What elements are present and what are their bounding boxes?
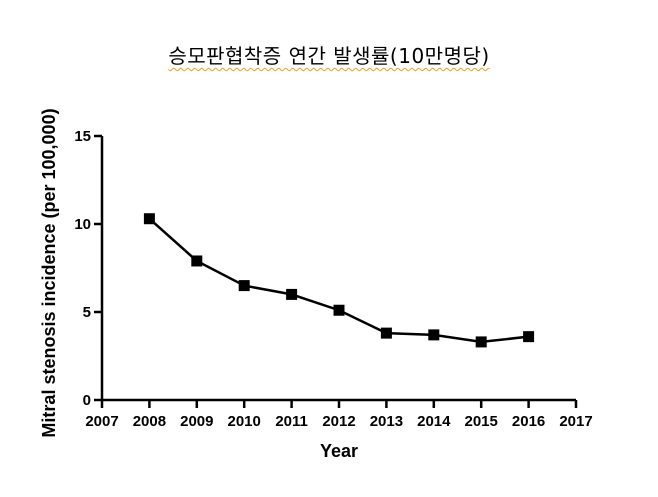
y-tick-label: 10 <box>74 216 91 233</box>
data-point <box>286 288 298 300</box>
data-point <box>191 255 203 267</box>
x-tick-label: 2017 <box>559 413 592 430</box>
x-ticks: 2007 2008 2009 2010 2011 2012 2013 2014 2015 2016… <box>85 400 593 430</box>
y-ticks: 0 5 10 15 <box>74 128 102 409</box>
x-tick-label: 2012 <box>322 413 355 430</box>
x-tick-label: 2015 <box>465 413 498 430</box>
data-point <box>523 331 535 343</box>
x-tick-label: 2009 <box>180 413 213 430</box>
data-point <box>380 327 392 339</box>
data-point <box>428 329 440 341</box>
x-tick-label: 2008 <box>133 413 166 430</box>
series-group <box>143 213 535 348</box>
data-point <box>475 336 487 348</box>
x-tick-label: 2013 <box>370 413 403 430</box>
x-axis-title: Year <box>320 441 358 461</box>
y-tick-label: 5 <box>83 304 91 321</box>
data-point <box>333 304 345 316</box>
x-tick-label: 2010 <box>228 413 261 430</box>
x-tick-label: 2011 <box>275 413 308 430</box>
axes <box>100 136 576 402</box>
series-line <box>148 217 529 344</box>
y-tick-label: 15 <box>74 128 91 145</box>
chart-title: 승모판협착증 연간 발생률(10만명당) <box>168 44 490 68</box>
y-axis-title: Mitral stenosis incidence (per 100,000) <box>39 108 59 437</box>
data-point <box>238 280 250 292</box>
y-tick-label: 0 <box>83 392 91 409</box>
x-tick-label: 2007 <box>85 413 118 430</box>
x-tick-label: 2016 <box>512 413 545 430</box>
data-point <box>143 213 155 225</box>
x-tick-label: 2014 <box>417 413 451 430</box>
